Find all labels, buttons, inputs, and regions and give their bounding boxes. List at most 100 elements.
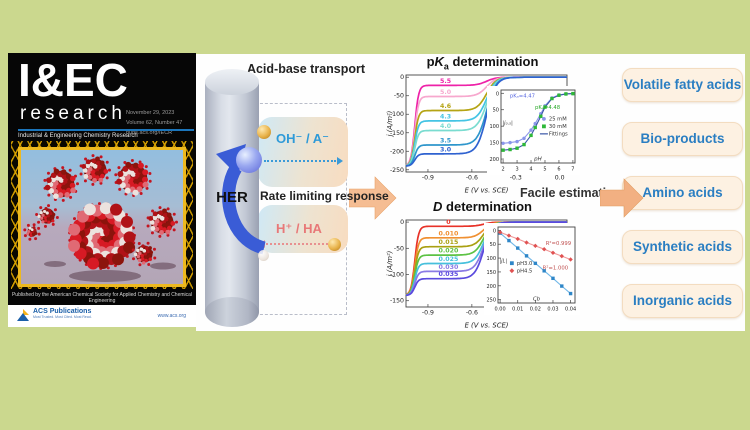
issue-info: November 29, 2023 Volume 62, Number 47 p… [126, 108, 196, 138]
svg-text:0.04: 0.04 [565, 307, 576, 313]
issue-date: November 29, 2023 [126, 110, 175, 116]
svg-text:200: 200 [486, 284, 496, 290]
svg-text:5.0: 5.0 [440, 89, 452, 96]
oh-anion-label: OH⁻ / A⁻ [276, 131, 329, 146]
svg-text:-0.6: -0.6 [466, 175, 478, 182]
svg-text:-150: -150 [390, 130, 404, 137]
svg-text:E (V vs. SCE): E (V vs. SCE) [465, 322, 509, 330]
svg-text:25 mM: 25 mM [549, 117, 567, 123]
journal-subtitle: research [20, 103, 126, 124]
rate-limiting-label: Rate limiting response [260, 189, 389, 203]
svg-text:pKₐ=4.47: pKₐ=4.47 [510, 93, 535, 99]
svg-text:0: 0 [496, 91, 499, 97]
svg-text:R²=1.000: R²=1.000 [543, 265, 569, 272]
svg-text:pH4.5: pH4.5 [517, 269, 532, 275]
svg-text:50: 50 [493, 108, 499, 114]
svg-text:5.5: 5.5 [440, 78, 451, 85]
svg-text:R²=0.999: R²=0.999 [546, 240, 571, 247]
svg-text:0.03: 0.03 [547, 307, 558, 313]
svg-text:-0.6: -0.6 [466, 310, 478, 317]
application-list: Volatile fatty acids Bio-products Amino … [622, 68, 743, 318]
svg-text:0.0: 0.0 [555, 175, 565, 182]
svg-text:250: 250 [486, 298, 496, 304]
journal-title: I&EC [18, 54, 128, 106]
svg-text:6: 6 [557, 167, 560, 173]
svg-text:0: 0 [493, 228, 496, 234]
molecule-illustration [23, 154, 178, 282]
svg-text:-0.3: -0.3 [510, 175, 522, 182]
svg-text:|jL|: |jL| [500, 259, 508, 265]
acs-logo-icon [16, 309, 30, 327]
electrode-label: HER [216, 189, 248, 206]
svg-text:-0.9: -0.9 [422, 310, 434, 317]
ha-flux-arrow-icon [259, 240, 332, 248]
gold-sphere [328, 238, 341, 251]
svg-text:100: 100 [489, 124, 499, 130]
svg-text:3.5: 3.5 [440, 137, 451, 144]
gold-sphere [257, 125, 271, 139]
journal-cover: I&EC research November 29, 2023 Volume 6… [8, 53, 196, 327]
oh-transport-band [258, 117, 348, 187]
response-arrow-icon [349, 176, 397, 220]
svg-text:j (A/m²): j (A/m²) [386, 251, 394, 278]
svg-text:5: 5 [543, 167, 546, 173]
svg-text:pH3.0: pH3.0 [517, 261, 532, 267]
svg-text:4.6: 4.6 [440, 103, 452, 110]
pale-sphere [258, 250, 269, 261]
publisher-name: ACS Publications [33, 308, 92, 315]
svg-text:0.030: 0.030 [438, 264, 459, 271]
svg-text:pH: pH [533, 157, 542, 163]
application-item-volatile-fatty-acids: Volatile fatty acids [622, 68, 743, 102]
bubble-sphere [236, 147, 262, 173]
facile-estimation-label: Facile estimation [520, 186, 622, 200]
svg-text:0.00: 0.00 [495, 307, 506, 313]
publisher-url: www.acs.org [157, 313, 186, 319]
d-chart-title: D determination [433, 199, 532, 214]
acid-base-transport-title: Acid-base transport [246, 62, 366, 76]
svg-text:-100: -100 [390, 272, 404, 279]
oh-flux-arrow-icon [264, 157, 343, 165]
svg-text:-50: -50 [394, 93, 404, 100]
svg-text:200: 200 [489, 157, 499, 163]
svg-text:2: 2 [502, 167, 505, 173]
svg-text:0.02: 0.02 [530, 307, 541, 313]
svg-text:4: 4 [529, 167, 532, 173]
svg-text:0.01: 0.01 [512, 307, 523, 313]
svg-text:3: 3 [515, 167, 518, 173]
pka-chart-title: pKa determination [426, 54, 539, 72]
svg-text:pKₐ=4.48: pKₐ=4.48 [535, 105, 561, 111]
svg-text:150: 150 [486, 270, 496, 276]
svg-text:j (A/m²): j (A/m²) [386, 111, 394, 138]
svg-text:7: 7 [571, 167, 574, 173]
application-item-synthetic-acids: Synthetic acids [622, 230, 743, 264]
d-inset-chart: 0.00 0.01 0.02 0.03 0.04 0 50 100 150 200 250 pH3.0… [484, 223, 580, 315]
publisher-tagline: Most Trusted. Most Cited. Most Read. [33, 315, 92, 319]
svg-text:E (V vs. SCE): E (V vs. SCE) [465, 187, 509, 195]
svg-text:-100: -100 [390, 111, 404, 118]
svg-text:4.3: 4.3 [440, 113, 451, 120]
electrode-cylinder-bottom [205, 297, 259, 327]
svg-text:100: 100 [486, 256, 496, 262]
proton-acid-label: H⁺ / HA [276, 221, 322, 236]
svg-text:0.015: 0.015 [438, 239, 458, 246]
svg-text:0: 0 [400, 219, 404, 226]
svg-text:3.0: 3.0 [440, 146, 452, 153]
masthead-divider [18, 129, 194, 131]
svg-text:0.035: 0.035 [438, 271, 458, 278]
svg-text:30 mM: 30 mM [549, 124, 567, 130]
svg-text:-200: -200 [390, 148, 404, 155]
svg-text:0.010: 0.010 [438, 230, 459, 237]
svg-text:Cb: Cb [533, 297, 541, 303]
svg-text:Fittings: Fittings [549, 132, 568, 138]
application-item-amino-acids: Amino acids [622, 176, 743, 210]
publisher-strip: ACS Publications Most Trusted. Most Cite… [8, 305, 196, 327]
cover-art-frame [18, 147, 186, 287]
svg-text:0.025: 0.025 [438, 256, 458, 263]
svg-text:0: 0 [400, 74, 404, 81]
svg-text:0: 0 [446, 219, 451, 226]
svg-text:50: 50 [490, 242, 496, 248]
svg-text:4.0: 4.0 [440, 123, 452, 130]
svg-text:-0.9: -0.9 [422, 175, 434, 182]
